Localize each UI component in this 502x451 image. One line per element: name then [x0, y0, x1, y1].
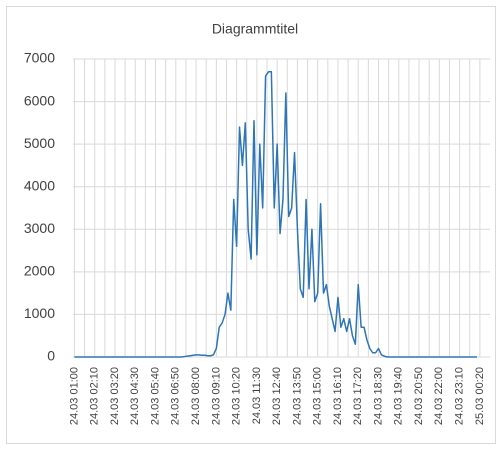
y-tick-label: 5000	[24, 135, 55, 151]
y-tick-label: 7000	[24, 50, 55, 66]
x-tick-label: 24.03 15:00	[312, 367, 324, 425]
y-tick-label: 2000	[24, 263, 55, 279]
x-tick-label: 24.03 23:10	[454, 367, 466, 425]
x-tick-label: 25.03 00:20	[474, 367, 486, 425]
y-tick-label: 4000	[24, 177, 55, 193]
chart-border	[6, 6, 496, 444]
x-tick-label: 24.03 16:10	[332, 367, 344, 425]
x-tick-label: 24.03 17:20	[352, 367, 364, 425]
x-tick-label: 24.03 06:50	[170, 367, 182, 425]
x-tick-label: 24.03 22:00	[433, 367, 445, 425]
x-tick-label: 24.03 02:10	[89, 367, 101, 425]
x-tick-label: 24.03 20:50	[413, 367, 425, 425]
x-tick-label: 24.03 04:30	[129, 367, 141, 425]
x-tick-label: 24.03 05:40	[149, 367, 161, 425]
x-tick-label: 24.03 01:00	[68, 367, 80, 425]
x-tick-label: 24.03 11:30	[251, 367, 263, 424]
y-tick-label: 1000	[24, 305, 55, 321]
x-tick-label: 24.03 08:00	[190, 367, 202, 425]
x-tick-label: 24.03 12:40	[271, 367, 283, 425]
x-tick-label: 24.03 19:40	[393, 367, 405, 425]
x-tick-label: 24.03 10:20	[231, 367, 243, 425]
y-tick-label: 0	[47, 348, 55, 364]
data-line	[74, 71, 477, 358]
x-tick-label: 24.03 13:50	[291, 367, 303, 425]
x-tick-label: 24.03 09:10	[210, 367, 222, 425]
y-tick-label: 6000	[24, 92, 55, 108]
x-tick-label: 24.03 03:20	[109, 367, 121, 425]
chart-title: Diagrammtitel	[212, 21, 298, 37]
x-tick-label: 24.03 18:30	[372, 367, 384, 425]
y-tick-label: 3000	[24, 220, 55, 236]
